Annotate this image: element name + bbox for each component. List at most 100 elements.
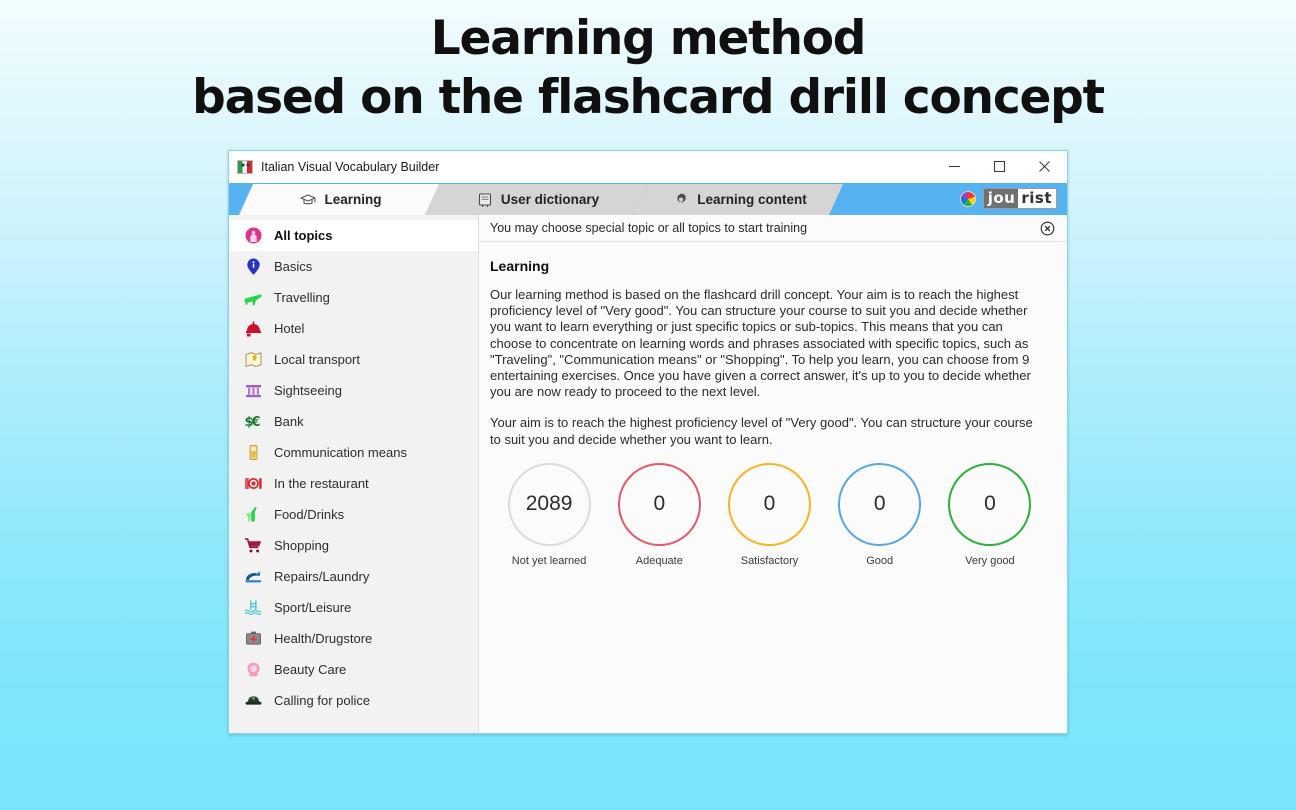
stat-ring: 0: [728, 462, 811, 546]
info-bar: You may choose special topic or all topi…: [479, 215, 1067, 242]
sidebar-item-label: All topics: [274, 228, 333, 243]
window-title: Italian Visual Vocabulary Builder: [261, 159, 440, 174]
content-area: You may choose special topic or all topi…: [479, 215, 1067, 733]
tab-learning-label: Learning: [324, 192, 382, 207]
graduation-cap-icon: [300, 192, 317, 208]
bellhop-bell-icon: [244, 319, 263, 338]
circled-close-icon[interactable]: [1040, 221, 1055, 236]
sidebar-item-food-drinks[interactable]: Food/Drinks: [229, 499, 478, 530]
sidebar-item-label: Local transport: [274, 352, 360, 367]
tab-user-dictionary-label: User dictionary: [500, 192, 600, 207]
currency-exchange-icon: $ €: [244, 412, 263, 431]
maximize-icon[interactable]: [977, 151, 1022, 182]
sidebar-item-label: Sightseeing: [274, 383, 342, 398]
title-bar: Italian Visual Vocabulary Builder: [229, 151, 1067, 183]
sidebar-item-bank[interactable]: $ € Bank: [229, 406, 478, 437]
gear-icon: [673, 192, 689, 208]
tab-learning[interactable]: Learning: [239, 184, 439, 215]
svg-text:$: $: [245, 415, 254, 430]
tab-shape: [633, 184, 843, 215]
proficiency-stats: 2089 Not yet learned 0 Adequate 0 Satisf…: [490, 462, 1045, 567]
stat-good[interactable]: 0 Good: [825, 462, 935, 567]
person-circle-icon: [244, 226, 263, 245]
sidebar-item-travelling[interactable]: Travelling: [229, 282, 478, 313]
stat-ring: 0: [838, 462, 922, 546]
svg-text:€: €: [251, 415, 261, 430]
panel-heading: Learning: [490, 258, 550, 274]
plate-cutlery-icon: [244, 474, 263, 493]
sidebar-item-calling-for-police[interactable]: Calling for police: [229, 685, 478, 716]
tab-learning-content[interactable]: Learning content: [633, 184, 843, 215]
topics-sidebar[interactable]: All topics Basics Trav: [229, 215, 479, 733]
sidebar-item-communication-means[interactable]: Communication means: [229, 437, 478, 468]
map-pin-icon: [244, 350, 263, 369]
stat-caption: Very good: [965, 554, 1015, 567]
stat-adequate[interactable]: 0 Adequate: [604, 462, 714, 567]
stat-caption: Satisfactory: [740, 554, 799, 567]
stat-not-yet-learned[interactable]: 2089 Not yet learned: [494, 462, 604, 567]
close-icon[interactable]: [1022, 151, 1067, 182]
first-aid-kit-icon: [244, 629, 263, 648]
sidebar-item-label: Basics: [274, 259, 313, 274]
swimming-pool-icon: [244, 598, 263, 617]
sidebar-item-label: Beauty Care: [274, 662, 347, 677]
sidebar-item-in-the-restaurant[interactable]: In the restaurant: [229, 468, 478, 499]
sidebar-item-health-drugstore[interactable]: Health/Drugstore: [229, 623, 478, 654]
sidebar-item-hotel[interactable]: Hotel: [229, 313, 478, 344]
airplane-icon: [244, 288, 263, 307]
bottle-glass-icon: [244, 505, 263, 524]
sidebar-item-label: Food/Drinks: [274, 507, 345, 522]
temple-columns-icon: [244, 381, 263, 400]
sidebar-item-label: In the restaurant: [274, 476, 369, 491]
stat-satisfactory[interactable]: 0 Satisfactory: [714, 462, 824, 567]
app-window: Italian Visual Vocabulary Builder Learni…: [228, 150, 1068, 734]
sidebar-item-label: Sport/Leisure: [274, 600, 352, 615]
sidebar-item-shopping[interactable]: Shopping: [229, 530, 478, 561]
tab-shape: [239, 184, 439, 215]
minimize-icon[interactable]: [932, 151, 977, 182]
sidebar-item-label: Communication means: [274, 445, 407, 460]
beauty-mirror-icon: [244, 660, 263, 679]
learning-panel: Learning Our learning method is based on…: [479, 242, 1067, 567]
stat-caption: Adequate: [635, 554, 683, 567]
brand-logo-group: jou rist: [959, 188, 1057, 209]
info-pin-icon: [244, 257, 263, 276]
sidebar-item-sport-leisure[interactable]: Sport/Leisure: [229, 592, 478, 623]
headline-line-2: based on the flashcard drill concept: [192, 70, 1105, 125]
sidebar-item-basics[interactable]: Basics: [229, 251, 478, 282]
tab-learning-content-label: Learning content: [697, 192, 807, 207]
panel-paragraph-1: Our learning method is based on the flas…: [490, 287, 1031, 400]
info-bar-message: You may choose special topic or all topi…: [490, 221, 808, 235]
page-headline: Learning method based on the flashcard d…: [0, 10, 1296, 128]
sidebar-item-local-transport[interactable]: Local transport: [229, 344, 478, 375]
sidebar-item-all-topics[interactable]: All topics: [229, 220, 478, 251]
sidebar-item-label: Travelling: [274, 290, 330, 305]
sidebar-item-repairs-laundry[interactable]: Repairs/Laundry: [229, 561, 478, 592]
stat-caption: Good: [866, 554, 894, 567]
window-body: All topics Basics Trav: [229, 215, 1067, 733]
sidebar-item-beauty-care[interactable]: Beauty Care: [229, 654, 478, 685]
tab-shape: [425, 184, 647, 215]
headline-line-1: Learning method: [430, 11, 867, 66]
jourist-logo: jou rist: [982, 188, 1057, 209]
stat-caption: Not yet learned: [511, 554, 587, 567]
shopping-cart-icon: [244, 536, 263, 555]
stat-ring: 0: [948, 462, 1032, 546]
book-icon: [477, 192, 493, 208]
sidebar-item-label: Repairs/Laundry: [274, 569, 370, 584]
italian-flag-people-icon: [237, 159, 253, 174]
jourist-logo-part-1: jou: [983, 189, 1019, 208]
mobile-phone-icon: [244, 443, 263, 462]
sidebar-item-label: Calling for police: [274, 693, 371, 708]
tab-bar: Learning User dictionary: [229, 183, 1067, 215]
panel-paragraph-2: Your aim is to reach the highest profici…: [490, 415, 1033, 447]
stat-very-good[interactable]: 0 Very good: [935, 462, 1045, 567]
sidebar-item-sightseeing[interactable]: Sightseeing: [229, 375, 478, 406]
stat-ring: 0: [617, 462, 701, 546]
tab-user-dictionary[interactable]: User dictionary: [425, 184, 647, 215]
sidebar-item-label: Health/Drugstore: [274, 631, 373, 646]
sidebar-item-label: Bank: [274, 414, 304, 429]
stat-ring: 2089: [507, 462, 591, 546]
jourist-logo-part-2: rist: [1018, 189, 1056, 208]
sidebar-item-label: Shopping: [274, 538, 329, 553]
